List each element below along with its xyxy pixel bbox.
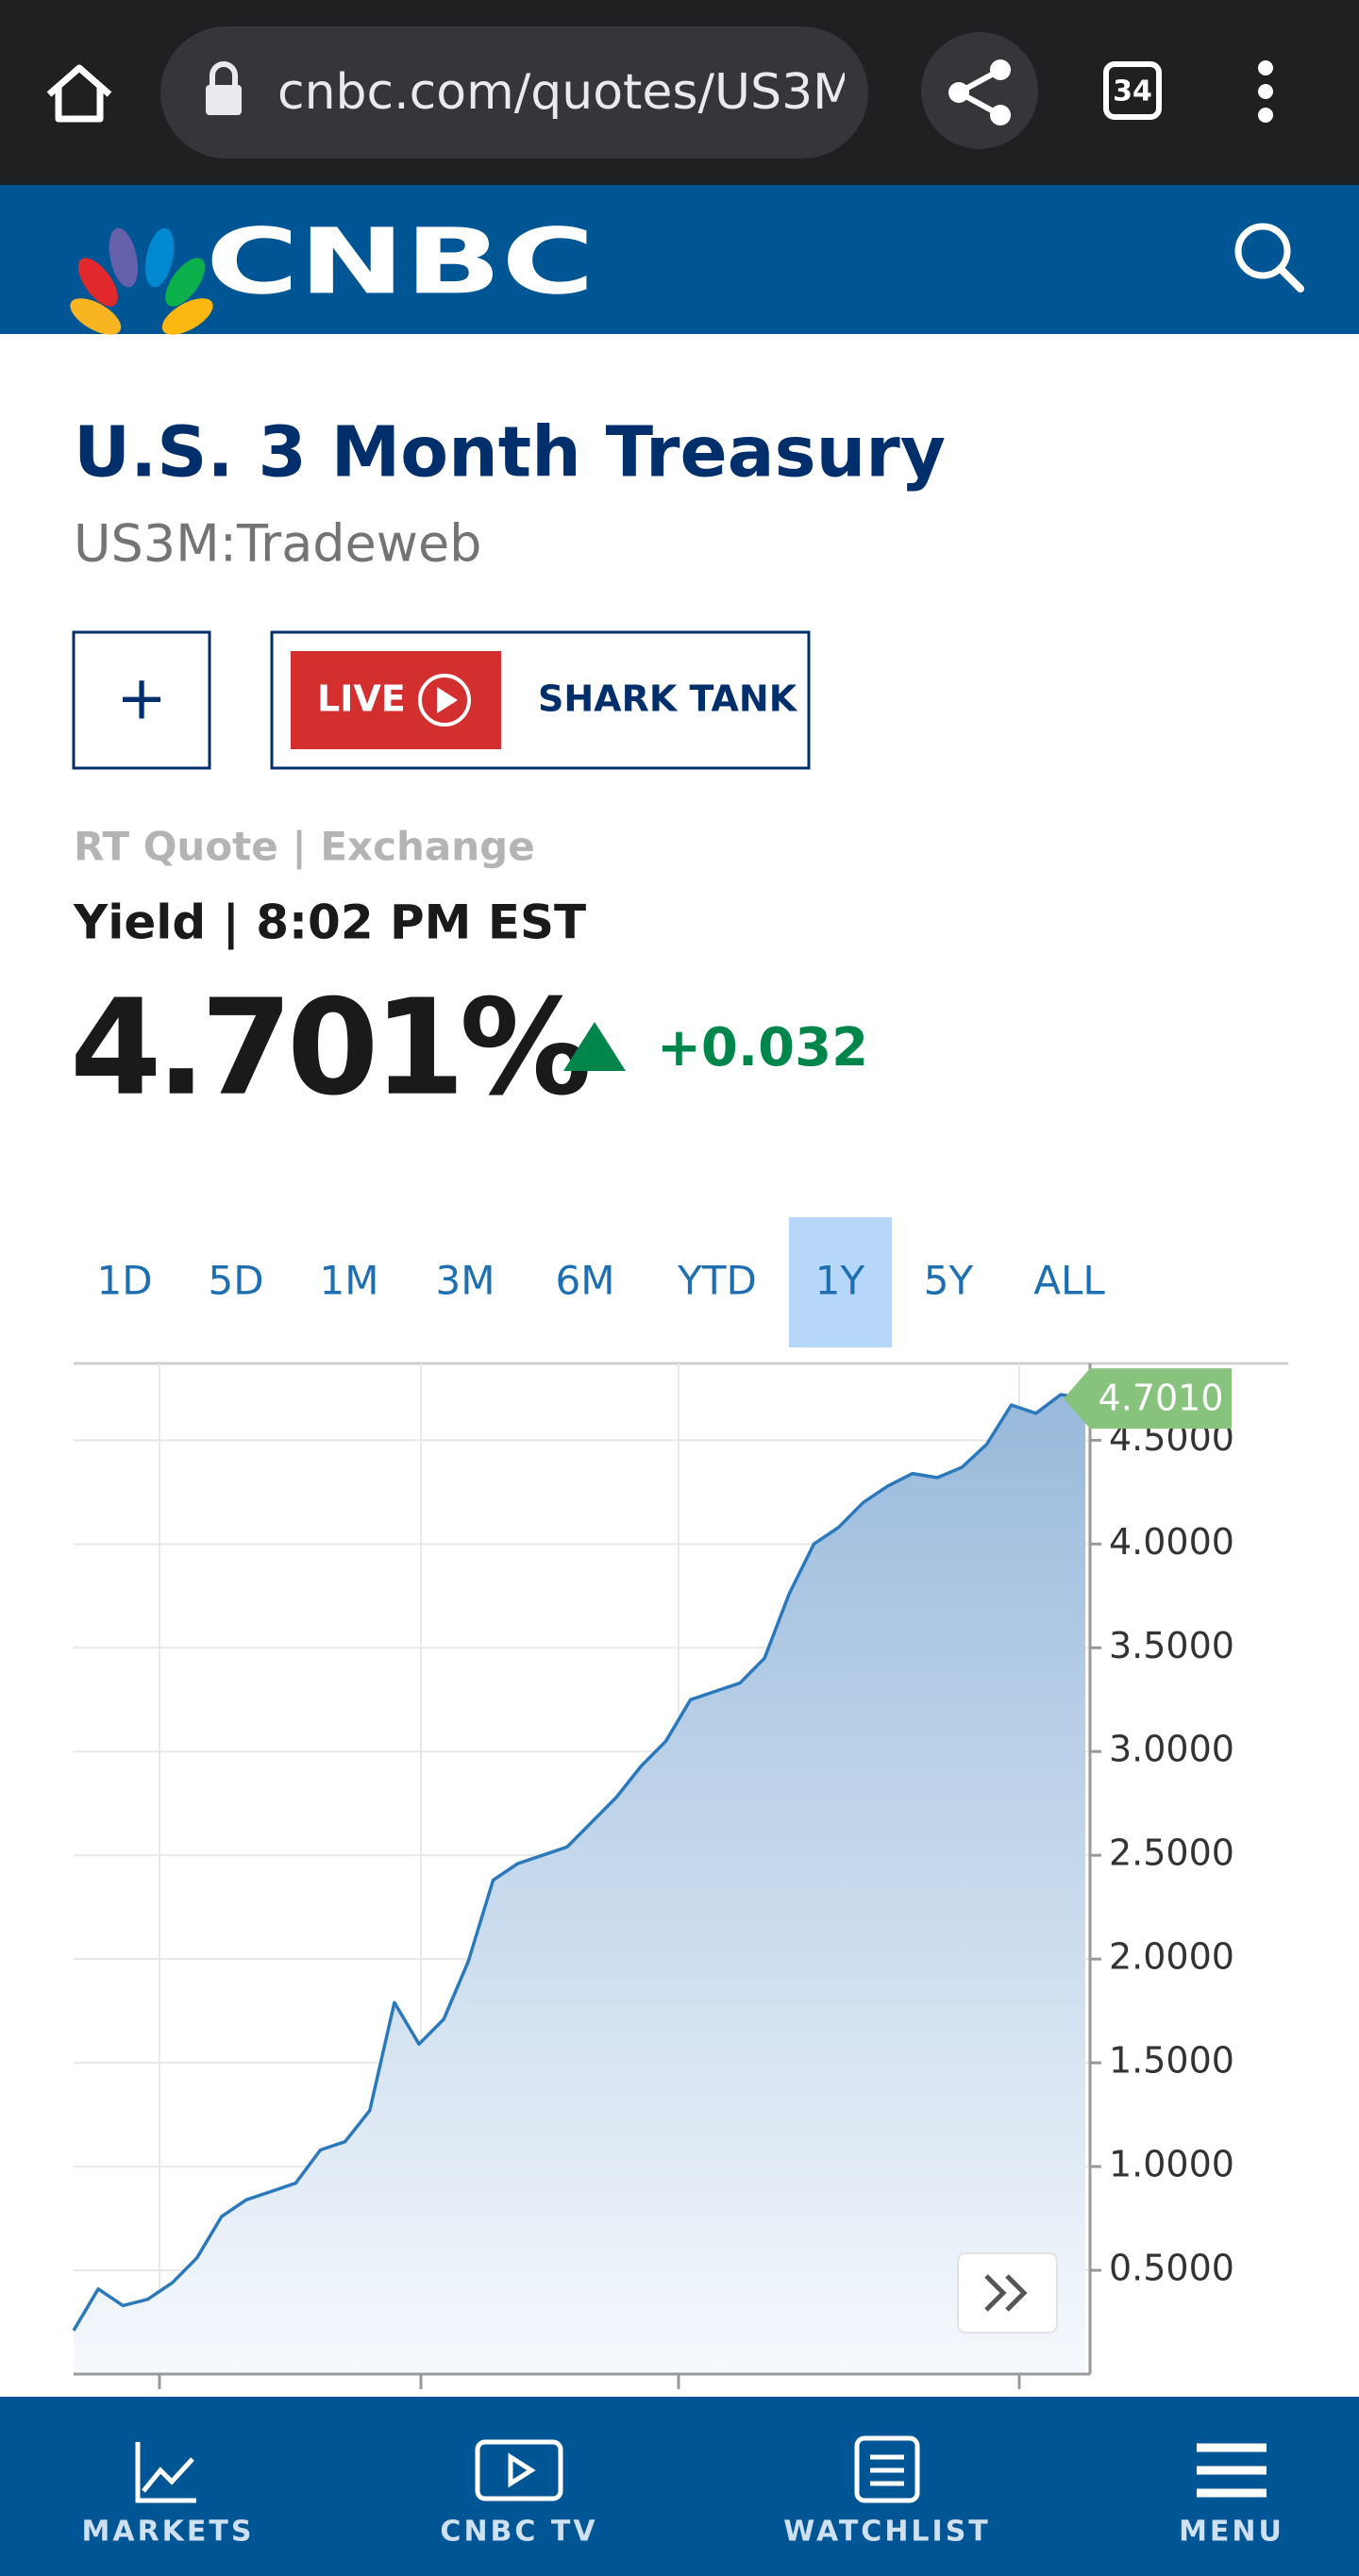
share-button[interactable] [921, 32, 1038, 149]
site-logo[interactable]: CNBC [206, 209, 595, 314]
area-fill [74, 1395, 1085, 2374]
search-icon[interactable] [1234, 223, 1291, 279]
current-value-tag [1064, 1368, 1232, 1430]
range-tab[interactable]: 1Y [815, 1258, 865, 1304]
y-tick-label: 1.5000 [1109, 2040, 1234, 2082]
range-tab[interactable]: ALL [1033, 1258, 1105, 1304]
range-tab[interactable]: 3M [436, 1258, 495, 1304]
live-label: LIVE [317, 678, 406, 720]
quote-source: RT Quote | Exchange [74, 824, 535, 870]
quote-price: 4.701% [70, 972, 588, 1126]
nav-items: MARKETS CNBC TV WATCHLIST MENU [82, 2516, 1284, 2549]
range-tabs: 1D 5D 1M 3M 6M YTD 1Y 5Y ALL [96, 1217, 1105, 1347]
play-icon [418, 674, 471, 727]
tab-count: 34 [1113, 75, 1152, 109]
lock-shackle [210, 61, 238, 85]
bottom-nav [0, 2397, 1359, 2576]
x-axis-ticks [158, 2374, 1021, 2389]
add-watchlist-label: + [116, 664, 167, 734]
range-tab[interactable]: 1D [96, 1258, 152, 1304]
quote-timestamp: Yield | 8:02 PM EST [73, 895, 586, 950]
nav-icons [135, 2435, 1267, 2503]
range-tab[interactable]: 6M [556, 1258, 615, 1304]
current-value-label: 4.7010 [1099, 1378, 1224, 1419]
quote-change: +0.032 [657, 1017, 868, 1079]
nav-label[interactable]: MENU [1179, 2516, 1284, 2549]
range-tab[interactable]: 1M [320, 1258, 379, 1304]
peacock-logo [70, 227, 213, 335]
y-tick-label: 3.0000 [1109, 1729, 1234, 1770]
tabs-button[interactable] [1103, 61, 1162, 120]
nav-label[interactable]: MARKETS [82, 2516, 255, 2549]
y-tick-label: 3.5000 [1109, 1625, 1234, 1666]
line [72, 1393, 1086, 2332]
change-arrow [563, 1022, 626, 1071]
lock-icon [206, 85, 242, 115]
range-tab[interactable]: YTD [677, 1258, 757, 1304]
search-handle [1278, 266, 1304, 293]
quote-title: U.S. 3 Month Treasury [74, 412, 946, 493]
url-bar[interactable] [160, 26, 868, 159]
y-tick-label: 1.0000 [1109, 2144, 1234, 2185]
range-tab[interactable]: 5Y [924, 1258, 974, 1304]
expand-button[interactable] [957, 2252, 1058, 2333]
play-triangle [437, 687, 458, 713]
y-tick-label: 4.0000 [1109, 1521, 1234, 1563]
y-tick-label: 2.5000 [1109, 1832, 1234, 1874]
show-name: SHARK TANK [538, 678, 798, 720]
selected-tab [789, 1217, 892, 1347]
y-tick-label: 2.0000 [1109, 1936, 1234, 1978]
home-icon[interactable] [46, 64, 112, 123]
y-tick-label: 0.5000 [1109, 2248, 1234, 2289]
nav-label[interactable]: WATCHLIST [783, 2516, 991, 2549]
quote-symbol: US3M:Tradeweb [74, 514, 481, 574]
menu-dots[interactable] [1258, 60, 1273, 123]
live-badge [291, 651, 501, 749]
range-tab[interactable]: 5D [208, 1258, 263, 1304]
share-lines [952, 67, 1002, 118]
chart: 0.5000 1.0000 1.5000 2.0000 2.5000 3.0000 3.50… [72, 1362, 1288, 2389]
nav-label[interactable]: CNBC TV [440, 2516, 597, 2549]
add-watchlist-button[interactable] [72, 630, 211, 770]
url-text: cnbc.com/quotes/US3M [277, 64, 855, 121]
site-header [0, 185, 1359, 334]
expand-icon [984, 2274, 1028, 2312]
